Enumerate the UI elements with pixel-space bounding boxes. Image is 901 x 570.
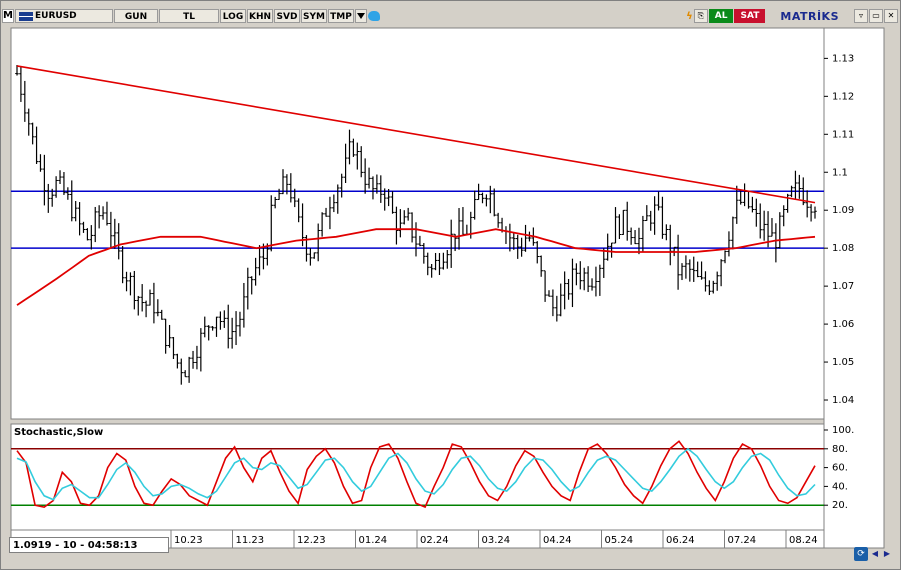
twitter-icon: [368, 11, 380, 21]
stoch-d-line: [16, 447, 816, 501]
x-axis-label: 02.24: [420, 535, 449, 546]
symbol-selector[interactable]: EURUSD: [15, 9, 113, 23]
price-y-tick-label: 1.11: [832, 129, 854, 140]
x-axis-label: 06.24: [666, 535, 695, 546]
x-axis-label: 12.23: [297, 535, 326, 546]
settings-icon[interactable]: ▿: [854, 9, 868, 23]
price-y-tick-label: 1.12: [832, 91, 854, 102]
buy-button[interactable]: AL: [708, 9, 734, 23]
price-y-tick-label: 1.09: [832, 205, 854, 216]
twitter-button[interactable]: [368, 9, 382, 23]
chevron-down-icon: [357, 13, 365, 19]
x-axis-label: 10.23: [174, 535, 203, 546]
price-y-tick-label: 1.13: [832, 53, 854, 64]
log-button[interactable]: LOG: [220, 9, 246, 23]
price-y-tick-label: 1.08: [832, 243, 854, 254]
sync-icon[interactable]: ⟳: [854, 547, 868, 561]
stoch-y-tick-label: 20.: [832, 500, 848, 511]
x-axis-label: 08.24: [789, 535, 818, 546]
stoch-k-line: [16, 440, 816, 509]
flag-icon: [19, 11, 33, 21]
x-axis-label: 01.24: [359, 535, 388, 546]
period-button[interactable]: GUN: [114, 9, 158, 23]
stoch-y-tick-label: 60.: [832, 463, 848, 474]
price-y-tick-label: 1.05: [832, 357, 854, 368]
y-axis-strip: [823, 27, 885, 549]
trendline: [16, 65, 816, 204]
scroll-right-icon[interactable]: ▶: [883, 549, 891, 558]
price-y-tick-label: 1.04: [832, 395, 854, 406]
sym-button[interactable]: SYM: [301, 9, 327, 23]
sell-button[interactable]: SAT: [734, 9, 766, 23]
x-axis-label: 03.24: [482, 535, 511, 546]
stoch-y-tick-label: 80.: [832, 444, 848, 455]
khn-button[interactable]: KHN: [247, 9, 273, 23]
close-icon[interactable]: ✕: [884, 9, 898, 23]
toolbar: M EURUSD GUN TL LOG KHN SVD SYM TMP: [2, 7, 899, 25]
chart-area: 1.04 1.05 1.06 1.07 1.08 1.09 1.1 1.11 1.12 1.13 2…: [9, 26, 892, 556]
x-axis-label: 04.24: [543, 535, 572, 546]
navigation-controls: ⟳ ◀ ▶: [854, 547, 892, 561]
svd-button[interactable]: SVD: [274, 9, 300, 23]
price-y-tick-label: 1.06: [832, 319, 854, 330]
app-logo[interactable]: M: [2, 9, 14, 23]
symbol-label: EURUSD: [35, 11, 77, 21]
minimize-icon[interactable]: ▭: [869, 9, 883, 23]
price-y-tick-label: 1.07: [832, 281, 854, 292]
brand-logo: MATRİKS: [780, 9, 839, 23]
chart-svg[interactable]: 1.04 1.05 1.06 1.07 1.08 1.09 1.1 1.11 1.12 1.13 2…: [9, 26, 892, 556]
stochastic-panel: [10, 423, 825, 531]
scroll-left-icon[interactable]: ◀: [871, 549, 879, 558]
lightning-icon[interactable]: ϟ: [686, 10, 693, 22]
x-axis-label: 05.24: [605, 535, 634, 546]
moving-average-line: [16, 228, 816, 306]
right-tools: ϟ ⎘ AL SAT MATRİKS ▿ ▭ ✕: [686, 7, 898, 25]
stochastic-title: Stochastic,Slow: [14, 427, 103, 438]
stoch-y-tick-label: 100.: [832, 425, 854, 436]
currency-button[interactable]: TL: [159, 9, 219, 23]
x-axis-label: 07.24: [728, 535, 757, 546]
tmp-button[interactable]: TMP: [328, 9, 354, 23]
price-panel: [10, 27, 825, 420]
x-axis-label: 11.23: [236, 535, 265, 546]
price-y-tick-label: 1.1: [832, 167, 848, 178]
dropdown-button[interactable]: [355, 9, 367, 23]
stoch-y-tick-label: 40.: [832, 481, 848, 492]
status-readout: 1.0919 - 10 - 04:58:13: [9, 537, 169, 553]
copy-icon[interactable]: ⎘: [693, 9, 708, 23]
